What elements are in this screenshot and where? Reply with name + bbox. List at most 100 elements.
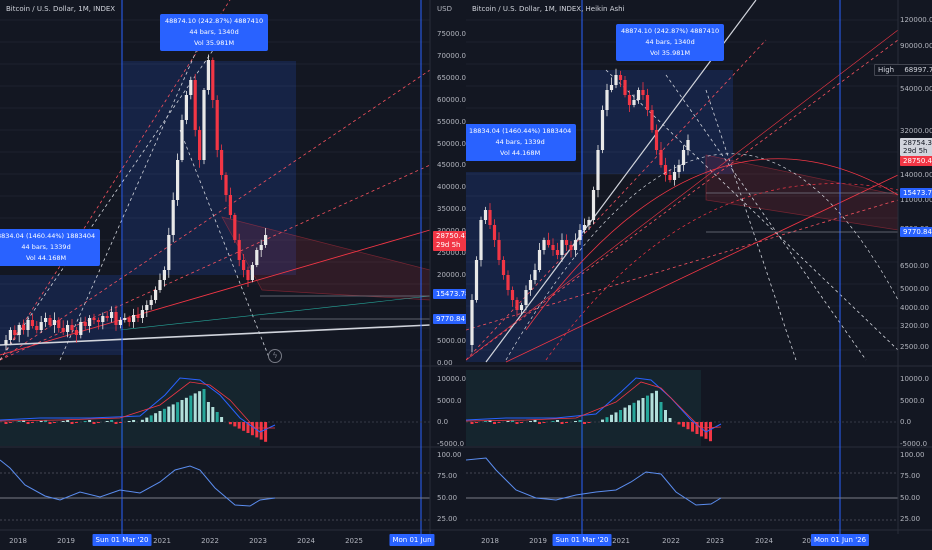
- candle-body: [136, 315, 140, 318]
- candle-body: [492, 225, 497, 240]
- candle-body: [202, 90, 206, 160]
- high-label: High: [878, 66, 895, 74]
- macd-histogram-bar: [515, 422, 519, 424]
- price-tick: 3200.00: [900, 322, 929, 330]
- candle-body: [4, 340, 8, 345]
- candle-body: [26, 320, 30, 330]
- candle-body: [171, 200, 175, 235]
- candle-body: [623, 80, 627, 95]
- macd-histogram-bar: [39, 421, 43, 422]
- macd-histogram-bar: [587, 422, 591, 423]
- chart-canvas-left[interactable]: [0, 0, 466, 550]
- rsi-tick: 100.00: [900, 451, 925, 459]
- candle-body: [154, 290, 158, 300]
- measure-box: [0, 275, 123, 355]
- measure-tooltip: 48874.10 (242.87%) 4887410 44 bars, 1340…: [616, 24, 725, 61]
- price-tick: 54000.00: [900, 85, 932, 93]
- last-price: 28750.41: [436, 232, 466, 240]
- candle-body: [180, 120, 184, 160]
- candle-body: [497, 240, 501, 260]
- candle-body: [591, 190, 596, 220]
- candle-body: [510, 290, 515, 300]
- macd-histogram-bar: [542, 422, 546, 423]
- candle-body: [17, 325, 21, 335]
- price-tick: 55000.00: [437, 117, 466, 126]
- chart-pane-right[interactable]: Bitcoin / U.S. Dollar, 1M, INDEX, Heikin…: [466, 0, 932, 550]
- macd-histogram-bar: [105, 421, 109, 422]
- macd-tick: 5000.0: [437, 396, 462, 405]
- candle-body: [614, 75, 618, 85]
- macd-histogram-bar: [92, 422, 96, 424]
- candle-body: [92, 318, 96, 320]
- candle-body: [555, 250, 560, 255]
- macd-histogram-bar: [551, 421, 555, 422]
- candle-body: [672, 172, 677, 180]
- candle-body: [220, 150, 224, 175]
- candle-body: [542, 240, 546, 250]
- macd-zone: [466, 370, 701, 446]
- candle-body: [211, 60, 215, 100]
- measure-tooltip: 48874.10 (242.87%) 4887410 44 bars, 1340…: [160, 14, 269, 51]
- macd-histogram-bar: [659, 402, 663, 422]
- macd-histogram-bar: [162, 408, 166, 422]
- macd-histogram-bar: [149, 415, 153, 422]
- macd-histogram-bar: [556, 420, 559, 422]
- macd-histogram-bar: [475, 422, 478, 423]
- macd-histogram-bar: [206, 402, 210, 422]
- candle-body: [255, 250, 259, 265]
- macd-histogram-bar: [110, 420, 114, 422]
- measure-volume: Vol 35.981M: [649, 49, 691, 57]
- macd-histogram-bar: [614, 412, 618, 422]
- candle-body: [127, 318, 131, 322]
- price-tick: 6500.00: [900, 262, 929, 270]
- time-tick: 2021: [153, 537, 171, 545]
- trend-line: [466, 29, 899, 361]
- macd-histogram-bar: [250, 422, 254, 436]
- trend-line-dashed: [179, 129, 271, 361]
- candle-body: [600, 110, 605, 150]
- macd-histogram-bar: [48, 422, 52, 424]
- trend-line-dashed: [0, 0, 231, 361]
- macd-histogram-bar: [83, 421, 87, 422]
- measure-bars: 44 bars, 1340d: [189, 28, 239, 36]
- candle-body: [176, 160, 180, 200]
- macd-tick: 0.0: [437, 418, 449, 426]
- time-tick: 2023: [249, 537, 267, 545]
- candle-body: [686, 140, 690, 150]
- lightning-icon[interactable]: ϟ: [268, 349, 282, 363]
- candle-body: [250, 265, 254, 280]
- macd-histogram-bar: [158, 411, 162, 422]
- macd-histogram-bar: [228, 422, 232, 425]
- chart-pane-left[interactable]: Bitcoin / U.S. Dollar, 1M, INDEX USD 750…: [0, 0, 466, 550]
- price-tick: 2500.00: [900, 343, 929, 351]
- time-tick: 2025: [345, 537, 363, 545]
- macd-histogram-bar: [637, 400, 640, 422]
- macd-histogram-bar: [605, 417, 609, 422]
- macd-histogram-bar: [237, 422, 241, 429]
- candle-body: [79, 322, 83, 335]
- macd-histogram-bar: [211, 407, 215, 422]
- level-label: 15473.78: [900, 188, 932, 198]
- measure-tooltip: 8834.04 (1460.44%) 1883404 44 bars, 1339…: [0, 229, 101, 266]
- rsi-tick: 75.00: [437, 472, 458, 481]
- candle-body: [681, 150, 686, 165]
- candle-body: [224, 175, 228, 195]
- rsi-tick: 25.00: [900, 514, 921, 523]
- measure-bars: 44 bars, 1339d: [495, 138, 545, 146]
- chart-canvas-right[interactable]: [466, 0, 932, 550]
- trend-line-dashed: [605, 69, 899, 351]
- macd-histogram-bar: [497, 422, 501, 423]
- rsi-tick: 100.00: [437, 451, 462, 459]
- macd-histogram-bar: [574, 421, 577, 422]
- macd-histogram-bar: [118, 422, 122, 423]
- macd-histogram-bar: [246, 422, 250, 433]
- candle-body: [158, 280, 162, 290]
- time-tick: 2023: [706, 537, 724, 545]
- candle-body: [659, 150, 663, 165]
- candle-body: [70, 325, 74, 330]
- axis-unit: USD: [437, 5, 452, 13]
- rsi-tick: 75.00: [900, 472, 921, 481]
- candle-body: [52, 320, 56, 325]
- macd-histogram-bar: [242, 422, 246, 431]
- measure-box: [466, 172, 581, 362]
